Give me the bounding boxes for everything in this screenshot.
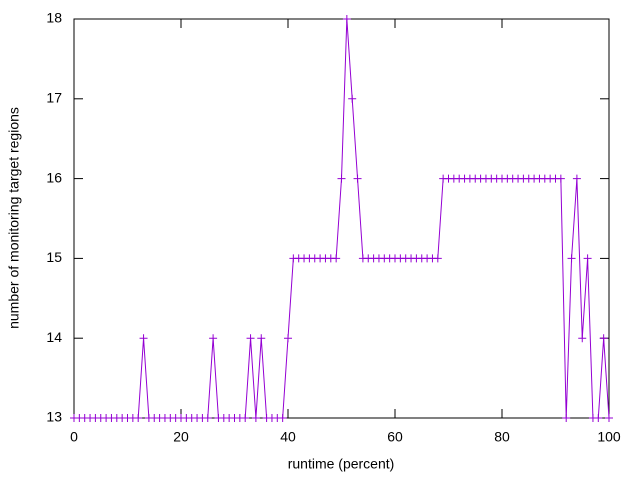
y-axis-label: number of monitoring target regions xyxy=(6,107,22,329)
data-point xyxy=(562,414,571,422)
data-point xyxy=(257,334,266,343)
data-point xyxy=(556,174,565,183)
data-point xyxy=(332,254,341,263)
data-point xyxy=(605,414,613,422)
data-point xyxy=(433,254,442,263)
y-tick-label: 17 xyxy=(46,90,62,106)
y-tick-label: 14 xyxy=(46,329,62,345)
plot-border xyxy=(73,18,610,419)
data-point xyxy=(583,254,592,263)
x-tick-label: 100 xyxy=(597,429,621,445)
x-tick-label: 20 xyxy=(173,429,189,445)
x-tick-label: 0 xyxy=(70,429,78,445)
y-tick-label: 13 xyxy=(46,409,62,425)
x-tick-label: 80 xyxy=(494,429,510,445)
x-axis-label: runtime (percent) xyxy=(288,456,395,472)
data-point xyxy=(342,15,351,23)
y-tick-label: 16 xyxy=(46,169,62,185)
data-point xyxy=(348,94,357,103)
data-point xyxy=(251,414,260,422)
x-tick-label: 40 xyxy=(280,429,296,445)
x-tick-label: 60 xyxy=(387,429,403,445)
data-point xyxy=(578,334,587,343)
data-point xyxy=(337,174,346,183)
data-point xyxy=(278,414,287,422)
y-tick-label: 18 xyxy=(46,10,62,26)
data-point xyxy=(599,334,608,343)
data-point xyxy=(572,174,581,183)
data-point xyxy=(353,174,362,183)
data-point xyxy=(284,334,292,343)
data-point xyxy=(209,334,218,343)
data-point xyxy=(594,414,603,422)
data-point xyxy=(203,414,212,422)
data-point xyxy=(241,414,250,422)
data-point xyxy=(246,334,255,343)
data-point xyxy=(139,334,148,343)
data-point xyxy=(134,414,143,422)
y-tick-label: 15 xyxy=(46,249,62,265)
data-point xyxy=(567,254,576,263)
